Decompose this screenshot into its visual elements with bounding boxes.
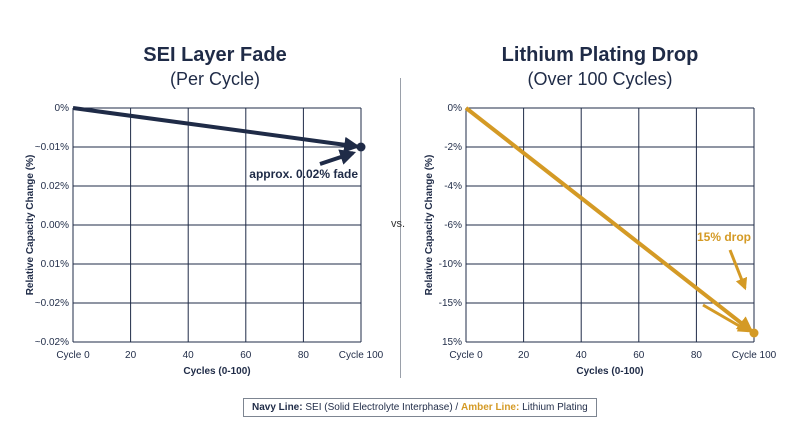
x-tick-label: 20 xyxy=(518,350,530,361)
y-tick-label: -6% xyxy=(444,220,462,231)
y-tick-label: 0% xyxy=(448,103,463,114)
annotation-pointer-arrow xyxy=(728,249,748,291)
x-axis-label: Cycles (0-100) xyxy=(576,366,643,377)
y-tick-label: 15% xyxy=(442,337,462,348)
annotation-pointer-arrow xyxy=(319,149,357,166)
legend: Navy Line: SEI (Solid Electrolyte Interp… xyxy=(243,398,597,417)
chart-subtitle-sei: (Per Cycle) xyxy=(169,69,260,89)
x-tick-label: 80 xyxy=(691,350,703,361)
series-line-amber xyxy=(464,106,754,333)
x-tick-label: Cycle 0 xyxy=(56,350,90,361)
y-axis-label: Relative Capacity Change (%) xyxy=(424,155,435,296)
y-axis-label: Relative Capacity Change (%) xyxy=(25,155,36,296)
x-tick-label: 40 xyxy=(183,350,195,361)
legend-navy-key: Navy Line: xyxy=(252,402,303,413)
y-tick-label: ~0.02% xyxy=(35,337,69,348)
legend-amber-key: Amber Line: xyxy=(460,402,520,413)
legend-amber-text: Lithium Plating xyxy=(519,402,588,413)
y-tick-label: -2% xyxy=(444,142,462,153)
series-line-navy xyxy=(72,106,361,153)
x-tick-label: 20 xyxy=(125,350,137,361)
panel-divider xyxy=(400,78,401,378)
annotation-label: approx. 0.02% fade xyxy=(249,167,358,181)
annotation-pointer-arrow-2 xyxy=(702,303,751,333)
x-tick-label: Cycle 100 xyxy=(732,350,777,361)
chart-title-plating: Lithium Plating Drop xyxy=(501,44,699,66)
chart-subtitle-plating: (Over 100 Cycles) xyxy=(527,69,673,89)
legend-navy-text: SEI (Solid Electrolyte Interphase) / xyxy=(302,402,461,413)
x-tick-label: Cycle 0 xyxy=(449,350,483,361)
y-tick-label: -10% xyxy=(439,259,462,270)
y-tick-label: -15% xyxy=(439,298,462,309)
x-tick-label: Cycle 100 xyxy=(339,350,384,361)
annotation-label: 15% drop xyxy=(697,230,751,244)
y-tick-label: 0.01% xyxy=(41,259,69,270)
x-tick-label: 40 xyxy=(576,350,588,361)
y-tick-label: ~0.02% xyxy=(35,298,69,309)
y-tick-label: 0.02% xyxy=(41,181,69,192)
x-tick-label: 60 xyxy=(240,350,252,361)
x-tick-label: 60 xyxy=(633,350,645,361)
vs-label: vs. xyxy=(391,218,406,230)
y-tick-label: 0% xyxy=(55,103,70,114)
y-tick-label: ~0.01% xyxy=(35,142,69,153)
series-end-point-navy xyxy=(356,142,366,152)
x-tick-label: 80 xyxy=(298,350,310,361)
chart-title-sei: SEI Layer Fade xyxy=(143,44,287,66)
x-axis-label: Cycles (0-100) xyxy=(183,366,250,377)
y-tick-label: -4% xyxy=(444,181,462,192)
series-end-point-amber xyxy=(749,328,759,338)
y-tick-label: 0.00% xyxy=(41,220,69,231)
